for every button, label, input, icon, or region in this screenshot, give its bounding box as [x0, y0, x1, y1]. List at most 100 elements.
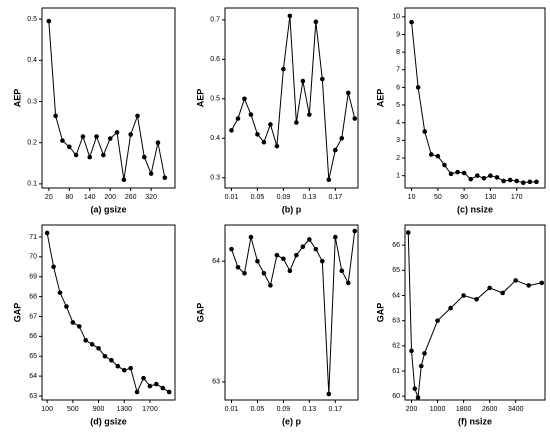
point [448, 171, 454, 177]
point [44, 230, 50, 236]
frame [404, 7, 546, 189]
point [60, 138, 65, 143]
x-tick-label: 90 [460, 194, 468, 201]
x-tick-label: 200 [406, 406, 418, 413]
point [415, 85, 421, 90]
point [521, 180, 526, 186]
point [422, 129, 428, 134]
point [235, 116, 241, 121]
point [339, 268, 345, 274]
frame [224, 7, 359, 189]
point [80, 134, 86, 139]
point [313, 246, 319, 252]
point [242, 270, 247, 276]
panel: 0.1 0.2 0.3 0.4 0.5 20 80 140 200 260 320 AEP (a) gs… [12, 7, 176, 214]
y-tick-label: 2 [396, 155, 400, 162]
y-tick-label: 66 [392, 242, 400, 249]
line [407, 232, 542, 398]
y-tick-label: 0.6 [210, 56, 220, 63]
y-tick-label: 0.3 [27, 98, 37, 105]
y-tick-label: 63 [29, 393, 37, 400]
point [102, 353, 108, 359]
point [89, 342, 95, 347]
frame [224, 224, 359, 401]
point [66, 144, 72, 150]
y-tick-label: 0.1 [27, 181, 37, 188]
x-tick-label: 20 [45, 194, 53, 201]
x-tick-label: 500 [67, 406, 79, 413]
x-tick-label: 200 [104, 194, 116, 201]
x-tick-label: 0.05 [251, 194, 265, 201]
panel: 1 2 3 4 5 6 7 8 9 10 10 50 90 130 170 AEP (c) nsize [375, 7, 546, 214]
point [494, 175, 500, 180]
y-tick-label: 64 [392, 292, 400, 299]
x-axis-label: (b) p [282, 204, 302, 214]
point [481, 175, 487, 181]
point [514, 178, 520, 184]
point [442, 162, 447, 168]
x-tick-label: 80 [65, 194, 73, 201]
y-axis-label: AEP [375, 89, 385, 108]
point [461, 170, 467, 176]
point [248, 112, 254, 117]
point [248, 234, 254, 240]
x-tick-label: 10 [408, 194, 416, 201]
x-tick-label: 0.17 [328, 406, 342, 413]
x-axis-label: (d) gsize [90, 416, 127, 426]
line [46, 232, 170, 394]
y-tick-label: 0.2 [27, 140, 37, 147]
point [352, 116, 358, 121]
x-tick-label: 0.01 [225, 406, 239, 413]
point [166, 389, 172, 395]
point [235, 264, 241, 270]
point [70, 320, 76, 325]
panel: 63 64 0.01 0.05 0.09 0.13 0.17 GAP (e) p [195, 224, 359, 426]
point [242, 96, 247, 102]
point [455, 169, 460, 175]
y-tick-label: 0.5 [210, 96, 220, 103]
point [57, 290, 63, 295]
point [148, 171, 154, 176]
point [332, 234, 338, 240]
point [53, 113, 58, 119]
point [539, 280, 545, 286]
point [255, 132, 260, 137]
point [488, 173, 493, 178]
point [418, 363, 424, 369]
point [268, 283, 273, 288]
y-tick-label: 65 [392, 267, 400, 274]
point [94, 134, 99, 139]
y-tick-label: 64 [212, 258, 220, 265]
point [287, 13, 293, 19]
panel: 0.3 0.4 0.5 0.6 0.7 0.01 0.05 0.09 0.13 0.17 AEP (b… [195, 7, 359, 214]
point [141, 375, 146, 381]
point [76, 324, 82, 329]
point [46, 18, 52, 24]
point [162, 175, 168, 181]
point [409, 348, 414, 354]
point [352, 228, 358, 234]
x-tick-label: 2600 [482, 406, 498, 413]
point [487, 285, 492, 291]
line [48, 21, 166, 180]
y-tick-label: 0.7 [210, 17, 220, 24]
x-tick-label: 140 [84, 194, 96, 201]
y-axis-label: GAP [195, 303, 205, 323]
point [287, 268, 293, 274]
panel: 63 64 65 66 67 68 69 70 71 100 500 900 1300 1700 GAP (d… [12, 224, 176, 426]
point [229, 246, 234, 252]
point [326, 177, 332, 183]
point [229, 128, 234, 133]
x-axis-label: (e) p [282, 416, 302, 426]
point [255, 258, 260, 264]
y-tick-label: 68 [29, 293, 37, 300]
point [313, 19, 319, 25]
panel: 60 61 62 63 64 65 66 200 1000 1800 2600 3400 GAP (f) … [375, 224, 546, 426]
point [115, 363, 121, 369]
point [345, 280, 351, 286]
y-tick-label: 64 [29, 373, 37, 380]
x-tick-label: 1300 [116, 406, 132, 413]
point [121, 177, 127, 183]
y-axis-label: AEP [195, 89, 205, 108]
point [134, 389, 140, 395]
